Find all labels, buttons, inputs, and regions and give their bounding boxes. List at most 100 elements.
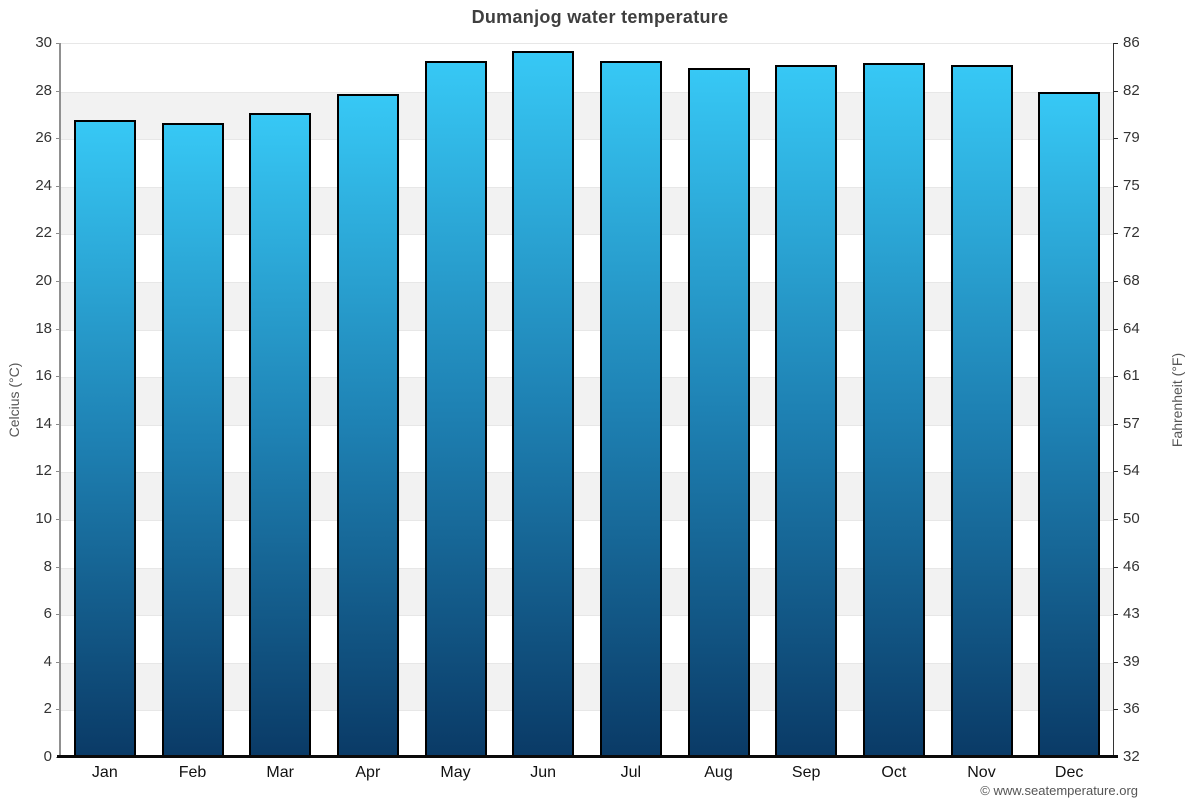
bar-dec [1038, 91, 1101, 758]
fahrenheit-tick-mark [1113, 43, 1118, 44]
grid-band [61, 615, 1113, 663]
fahrenheit-tick-label: 79 [1123, 129, 1140, 147]
month-label-jun: Jun [530, 764, 557, 781]
fahrenheit-tick-label: 54 [1123, 462, 1140, 480]
celsius-tick-mark [56, 709, 61, 711]
fahrenheit-tick-label: 46 [1123, 557, 1140, 575]
grid-band [61, 91, 1113, 140]
grid-band [61, 234, 1113, 282]
fahrenheit-tick-label: 32 [1123, 748, 1140, 765]
fahrenheit-tick-mark [1113, 185, 1118, 187]
fahrenheit-tick-label: 72 [1123, 224, 1140, 242]
fahrenheit-tick-label: 43 [1123, 605, 1140, 623]
celsius-tick-mark [56, 519, 61, 520]
celsius-tick-label: 28 [35, 81, 52, 99]
celsius-tick-mark [56, 185, 61, 187]
bar-aug [687, 67, 750, 758]
celsius-tick-label: 18 [35, 319, 52, 337]
right-axis-line [1113, 43, 1114, 757]
celsius-tick-mark [56, 138, 61, 140]
bar-jul [599, 60, 662, 758]
fahrenheit-tick-mark [1113, 709, 1118, 711]
month-label-oct: Oct [881, 764, 907, 781]
copyright-credit: © www.seatemperature.org [980, 783, 1138, 798]
month-label-nov: Nov [967, 764, 996, 781]
celsius-tick-label: 4 [43, 652, 52, 670]
grid-band [61, 710, 1113, 758]
month-label-apr: Apr [355, 764, 381, 781]
fahrenheit-tick-mark [1113, 328, 1118, 330]
celsius-tick-mark [56, 328, 61, 330]
grid-band [61, 424, 1113, 473]
fahrenheit-tick-label: 39 [1123, 652, 1140, 670]
bar-jan [73, 120, 136, 758]
celsius-tick-mark [56, 281, 61, 282]
fahrenheit-tick-mark [1113, 90, 1118, 92]
celsius-tick-mark [56, 90, 61, 92]
bar-jun [512, 51, 575, 758]
fahrenheit-tick-mark [1113, 661, 1118, 663]
fahrenheit-tick-mark [1113, 614, 1118, 616]
month-label-mar: Mar [266, 764, 294, 781]
grid-band [61, 44, 1113, 92]
fahrenheit-tick-mark [1113, 281, 1118, 282]
celsius-tick-label: 16 [35, 367, 52, 385]
month-label-feb: Feb [178, 764, 207, 781]
month-label-jul: Jul [620, 764, 642, 781]
celsius-tick-label: 30 [35, 34, 52, 51]
celsius-tick-mark [56, 566, 61, 568]
celsius-tick-label: 24 [35, 176, 52, 194]
grid-band [61, 139, 1113, 187]
fahrenheit-tick-label: 36 [1123, 700, 1140, 718]
celsius-tick-mark [56, 614, 61, 616]
fahrenheit-tick-mark [1113, 376, 1118, 378]
left-axis-line [59, 43, 61, 757]
month-label-jan: Jan [91, 764, 118, 781]
celsius-tick-label: 14 [35, 414, 52, 432]
fahrenheit-tick-label: 86 [1123, 34, 1140, 51]
celsius-tick-label: 10 [35, 510, 52, 527]
fahrenheit-tick-mark [1113, 138, 1118, 140]
bar-oct [862, 63, 925, 758]
bar-mar [249, 113, 312, 758]
plot-area [61, 43, 1113, 758]
celsius-tick-label: 20 [35, 272, 52, 289]
celsius-tick-mark [56, 376, 61, 378]
fahrenheit-tick-mark [1113, 519, 1118, 520]
grid-band [61, 377, 1113, 425]
fahrenheit-tick-mark [1113, 566, 1118, 568]
fahrenheit-tick-mark [1113, 471, 1118, 473]
celsius-tick-mark [56, 233, 61, 235]
grid-band [61, 567, 1113, 616]
celsius-tick-label: 0 [43, 748, 52, 765]
celsius-tick-mark [56, 423, 61, 425]
grid-band [61, 520, 1113, 568]
celsius-tick-label: 22 [35, 224, 52, 242]
bar-sep [775, 65, 838, 758]
grid-band [61, 186, 1113, 235]
grid-band [61, 472, 1113, 520]
celsius-tick-mark [56, 471, 61, 473]
fahrenheit-tick-label: 68 [1123, 272, 1140, 289]
bar-apr [336, 93, 399, 758]
grid-band [61, 329, 1113, 378]
celsius-tick-label: 2 [43, 700, 52, 718]
x-axis-baseline [57, 755, 1118, 758]
celsius-tick-mark [56, 661, 61, 663]
fahrenheit-tick-label: 75 [1123, 176, 1140, 194]
bar-nov [950, 65, 1013, 758]
celsius-tick-mark [56, 43, 61, 44]
grid-band [61, 282, 1113, 330]
celsius-tick-label: 6 [43, 605, 52, 623]
celsius-tick-label: 26 [35, 129, 52, 147]
fahrenheit-tick-label: 57 [1123, 414, 1140, 432]
month-label-may: May [440, 764, 471, 781]
bar-may [424, 60, 487, 758]
celsius-tick-label: 12 [35, 462, 52, 480]
grid-band [61, 662, 1113, 711]
fahrenheit-tick-label: 50 [1123, 510, 1140, 527]
fahrenheit-tick-mark [1113, 423, 1118, 425]
fahrenheit-tick-label: 82 [1123, 81, 1140, 99]
celsius-tick-label: 8 [43, 557, 52, 575]
